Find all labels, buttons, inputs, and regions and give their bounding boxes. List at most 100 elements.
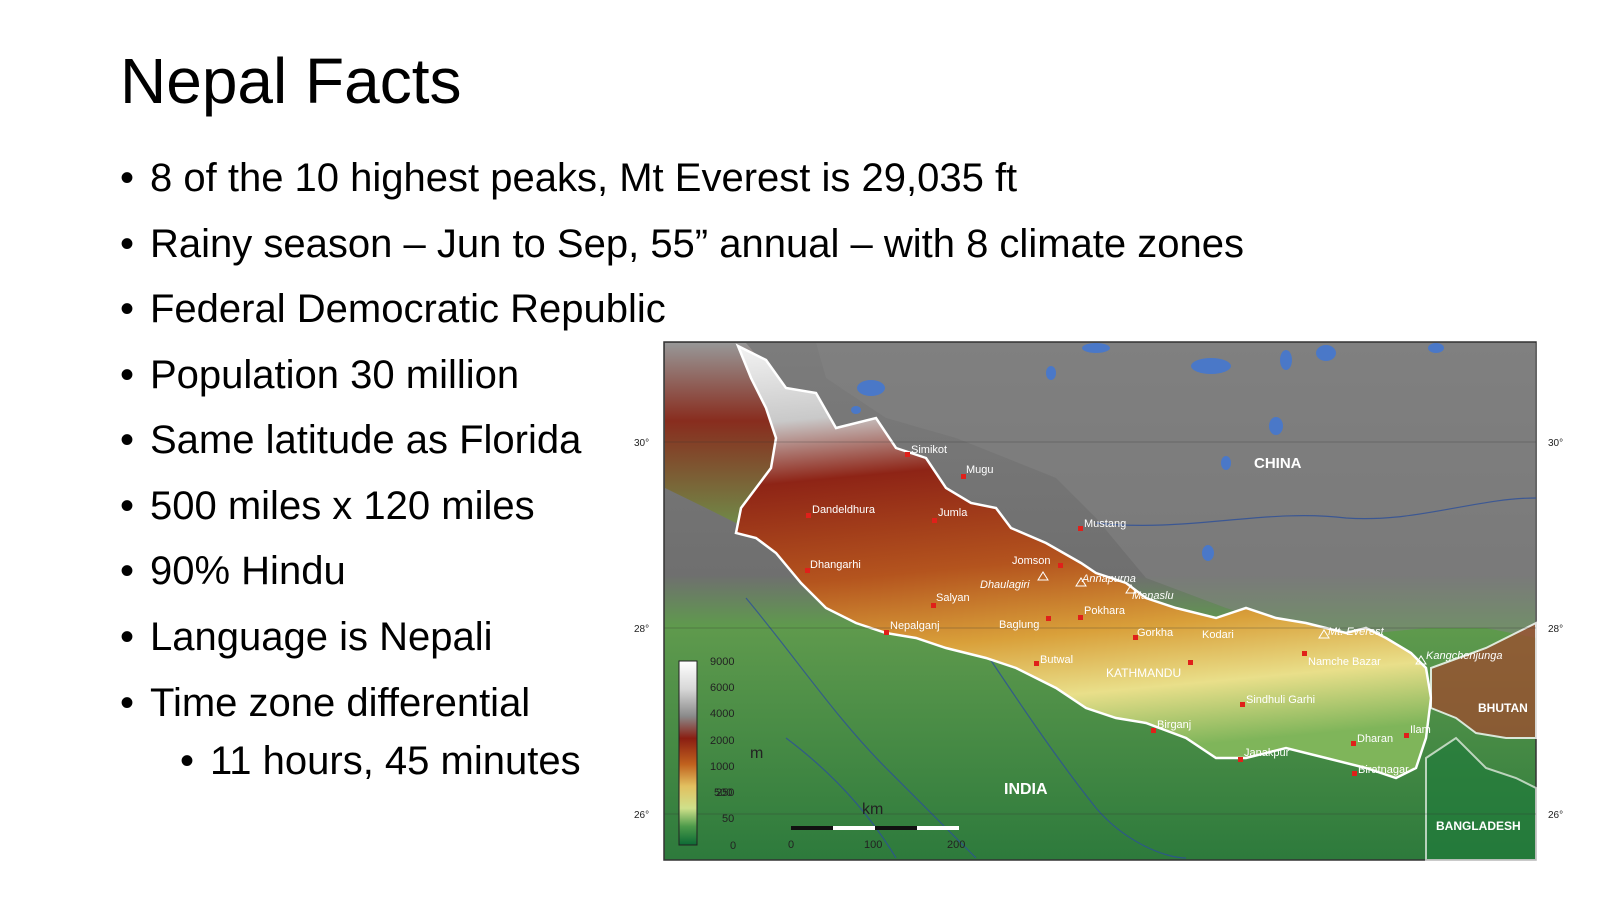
bullet-item: • 90% Hindu [120, 543, 346, 599]
lat-label-28: 28° [634, 624, 649, 635]
city-marker [806, 513, 811, 518]
legend-value: 9000 [710, 656, 734, 668]
bullet-dot: • [120, 156, 135, 200]
elevation-legend: 9000 6000 4000 2000 1000 500 250 50 0 m [678, 656, 763, 852]
map-svg: 30° 28° 26° 30° 28° 26° CHINA INDIA BHUT… [634, 341, 1563, 861]
legend-value: 250 [716, 787, 734, 799]
bullet-text: Population 30 million [150, 353, 520, 397]
peak-marker [1037, 571, 1049, 581]
city-markers: Simikot Mugu Dandeldhura Jumla Mustang D… [805, 444, 1431, 776]
legend-value: 500 [714, 787, 732, 799]
city-marker [961, 474, 966, 479]
lat-label-30-right: 30° [1548, 438, 1563, 449]
city-label: Dhangarhi [810, 559, 861, 571]
bullet-dot: • [120, 222, 135, 266]
city-marker [884, 630, 889, 635]
legend-unit: m [750, 745, 763, 762]
city-marker [1133, 635, 1138, 640]
bullet-dot: • [120, 615, 135, 659]
peak-marker [1318, 629, 1330, 639]
nepal-topographic-map: 30° 28° 26° 30° 28° 26° CHINA INDIA BHUT… [626, 338, 1596, 874]
city-marker [1352, 771, 1357, 776]
bullet-text: Time zone differential [150, 681, 531, 725]
city-label: Nepalganj [890, 620, 940, 632]
city-label: Sindhuli Garhi [1246, 694, 1315, 706]
city-label: Salyan [936, 592, 970, 604]
bullet-dot: • [120, 353, 135, 397]
city-marker [905, 452, 910, 457]
country-labels: CHINA INDIA BHUTAN BANGLADESH KATHMANDU [1004, 455, 1528, 833]
city-label: Biratnagar [1358, 764, 1409, 776]
label-kathmandu: KATHMANDU [1106, 666, 1181, 680]
legend-colorbar [678, 660, 698, 846]
slide-title: Nepal Facts [120, 45, 462, 117]
peak-label: Manaslu [1132, 590, 1174, 602]
bullet-dot: • [120, 549, 135, 593]
sub-bullet-item: • 11 hours, 45 minutes [180, 733, 581, 789]
city-label: Simikot [911, 444, 947, 456]
city-label: Pokhara [1084, 605, 1126, 617]
bullet-dot: • [120, 681, 135, 725]
city-label: Kodari [1202, 629, 1234, 641]
city-label: Mustang [1084, 518, 1126, 530]
rivers [745, 497, 1537, 859]
bullet-item: • 500 miles x 120 miles [120, 478, 535, 534]
scale-unit: km [862, 801, 883, 818]
city-marker [1034, 661, 1039, 666]
legend-value: 0 [730, 840, 736, 852]
city-label: Gorkha [1137, 627, 1174, 639]
city-label: Birganj [1157, 719, 1191, 731]
city-label: Baglung [999, 619, 1039, 631]
city-marker [1046, 616, 1051, 621]
city-marker [1240, 702, 1245, 707]
bullet-text: 8 of the 10 highest peaks, Mt Everest is… [150, 156, 1018, 200]
bullet-item: • Federal Democratic Republic [120, 281, 666, 337]
legend-value: 50 [722, 813, 734, 825]
lat-label-28-right: 28° [1548, 624, 1563, 635]
city-marker [1078, 615, 1083, 620]
bullet-dot: • [120, 287, 135, 331]
lat-label-26: 26° [634, 810, 649, 821]
city-marker [805, 568, 810, 573]
peak-label: Dhaulagiri [980, 579, 1030, 591]
bullet-dot: • [120, 484, 135, 528]
peak-label: Annapurna [1081, 573, 1136, 585]
bullet-text: Rainy season – Jun to Sep, 55” annual – … [150, 222, 1244, 266]
label-bhutan: BHUTAN [1478, 701, 1528, 715]
city-marker [1078, 526, 1083, 531]
tibet-plateau [816, 343, 1536, 638]
city-marker [1302, 651, 1307, 656]
bullet-text: Federal Democratic Republic [150, 287, 666, 331]
label-india: INDIA [1004, 781, 1048, 798]
bullet-text: 500 miles x 120 miles [150, 484, 535, 528]
city-marker [932, 518, 937, 523]
bhutan-region [1430, 621, 1537, 739]
bullet-dot: • [120, 418, 135, 462]
scale-value: 200 [947, 839, 965, 851]
city-label: Namche Bazar [1308, 656, 1381, 668]
peak-label: Kangchenjunga [1426, 650, 1502, 662]
city-label: Dandeldhura [812, 504, 876, 516]
lat-label-30: 30° [634, 438, 649, 449]
peak-markers: Dhaulagiri Annapurna Manaslu Mt. Everest… [980, 571, 1502, 665]
legend-values: 9000 6000 4000 2000 1000 500 250 50 0 [710, 656, 736, 852]
legend-value: 6000 [710, 682, 734, 694]
bullet-item: • 8 of the 10 highest peaks, Mt Everest i… [120, 150, 1017, 206]
city-marker [1058, 563, 1063, 568]
city-marker [931, 603, 936, 608]
city-label: Ilam [1410, 724, 1431, 736]
bullet-dot: • [180, 739, 195, 783]
bullet-item: • Same latitude as Florida [120, 412, 581, 468]
bullet-text: 90% Hindu [150, 549, 346, 593]
city-marker [1151, 728, 1156, 733]
peak-marker [1415, 655, 1427, 665]
city-label: Butwal [1040, 654, 1073, 666]
latitude-gridlines [664, 441, 1536, 815]
bullet-text: Language is Nepali [150, 615, 493, 659]
city-marker [1188, 660, 1193, 665]
city-label: Mugu [966, 464, 994, 476]
label-bangladesh: BANGLADESH [1436, 819, 1521, 833]
legend-value: 2000 [710, 735, 734, 747]
lat-label-26-right: 26° [1548, 810, 1563, 821]
city-label: Dharan [1357, 733, 1393, 745]
